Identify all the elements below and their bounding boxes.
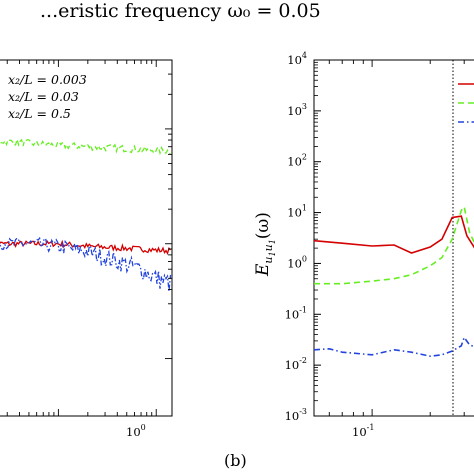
panel-b-series-2-line (314, 204, 474, 285)
panel-b-series-1-line (313, 215, 474, 254)
panel-b-ticks (313, 59, 465, 417)
panel-b-series-3-line (313, 335, 474, 358)
panel-a-x-tick-label: 100 (126, 423, 146, 439)
panel-a-series-3-line (0, 236, 172, 292)
panel-b-y-tick-labels: 104 103 102 101 100 10-1 10-2 10-3 (285, 51, 307, 423)
panel-b-frame (313, 59, 474, 417)
figure-header-fragment: ...eristic frequency ω₀ = 0.05 (40, 0, 321, 22)
panel-b: 104 103 102 101 100 10-1 10-2 10-3 10-1 Eu1u1(ω… (253, 51, 474, 439)
y-tick-label: 102 (287, 153, 307, 169)
panel-a-ticks (6, 60, 172, 416)
panel-b-legend (458, 83, 474, 123)
panel-b-x-tick-label: 10-1 (352, 423, 374, 439)
panel-a-frame (0, 59, 173, 417)
panel-a-series-1-line (0, 239, 171, 256)
panel-b-caption: (b) (224, 451, 247, 470)
panel-a: x₂/L = 0.003 x₂/L = 0.03 x₂/L = 0.5 100 (0, 59, 173, 439)
y-tick-label: 10-2 (285, 356, 307, 372)
y-tick-label: 100 (287, 254, 307, 270)
y-tick-label: 10-3 (285, 407, 307, 423)
y-tick-label: 101 (287, 204, 307, 220)
y-tick-label: 104 (287, 51, 307, 67)
legend-a-entry-3: x₂/L = 0.5 (8, 106, 71, 121)
panel-a-series (0, 136, 172, 292)
y-tick-label: 103 (287, 102, 307, 118)
panel-b-series (313, 204, 474, 358)
panel-b-y-axis-label: Eu1u1(ω) (253, 212, 277, 277)
legend-a-entry-2: x₂/L = 0.03 (8, 89, 79, 104)
panel-a-legend: x₂/L = 0.003 x₂/L = 0.03 x₂/L = 0.5 (8, 72, 87, 121)
y-tick-label: 10-1 (285, 305, 307, 321)
legend-a-entry-1: x₂/L = 0.003 (8, 72, 87, 87)
panel-a-series-2-line (0, 136, 171, 156)
